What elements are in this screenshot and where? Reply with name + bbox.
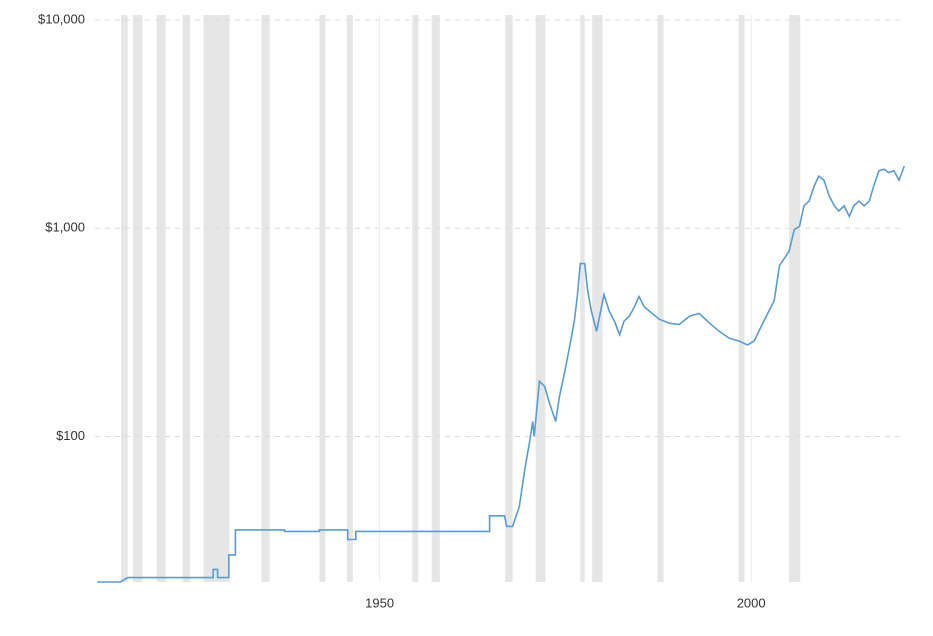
price-line xyxy=(97,165,906,583)
x-tick-label: 2000 xyxy=(737,595,766,610)
recession-band xyxy=(319,15,326,582)
recession-band xyxy=(412,15,419,582)
y-tick-label: $1,000 xyxy=(45,220,85,235)
recession-band xyxy=(182,15,191,582)
recession-band xyxy=(592,15,603,582)
recession-band xyxy=(431,15,440,582)
y-tick-label: $10,000 xyxy=(38,11,85,26)
recession-band xyxy=(121,15,128,582)
recession-band xyxy=(738,15,745,582)
recession-band xyxy=(657,15,664,582)
recession-band xyxy=(156,15,166,582)
recession-band xyxy=(132,15,143,582)
recession-band xyxy=(261,15,270,582)
recession-band xyxy=(505,15,513,582)
recession-band xyxy=(535,15,546,582)
recession-band xyxy=(580,15,585,582)
recession-band xyxy=(789,15,801,582)
recession-band xyxy=(203,15,230,582)
x-tick-label: 1950 xyxy=(365,595,394,610)
y-tick-label: $100 xyxy=(56,428,85,443)
recession-band xyxy=(346,15,353,582)
